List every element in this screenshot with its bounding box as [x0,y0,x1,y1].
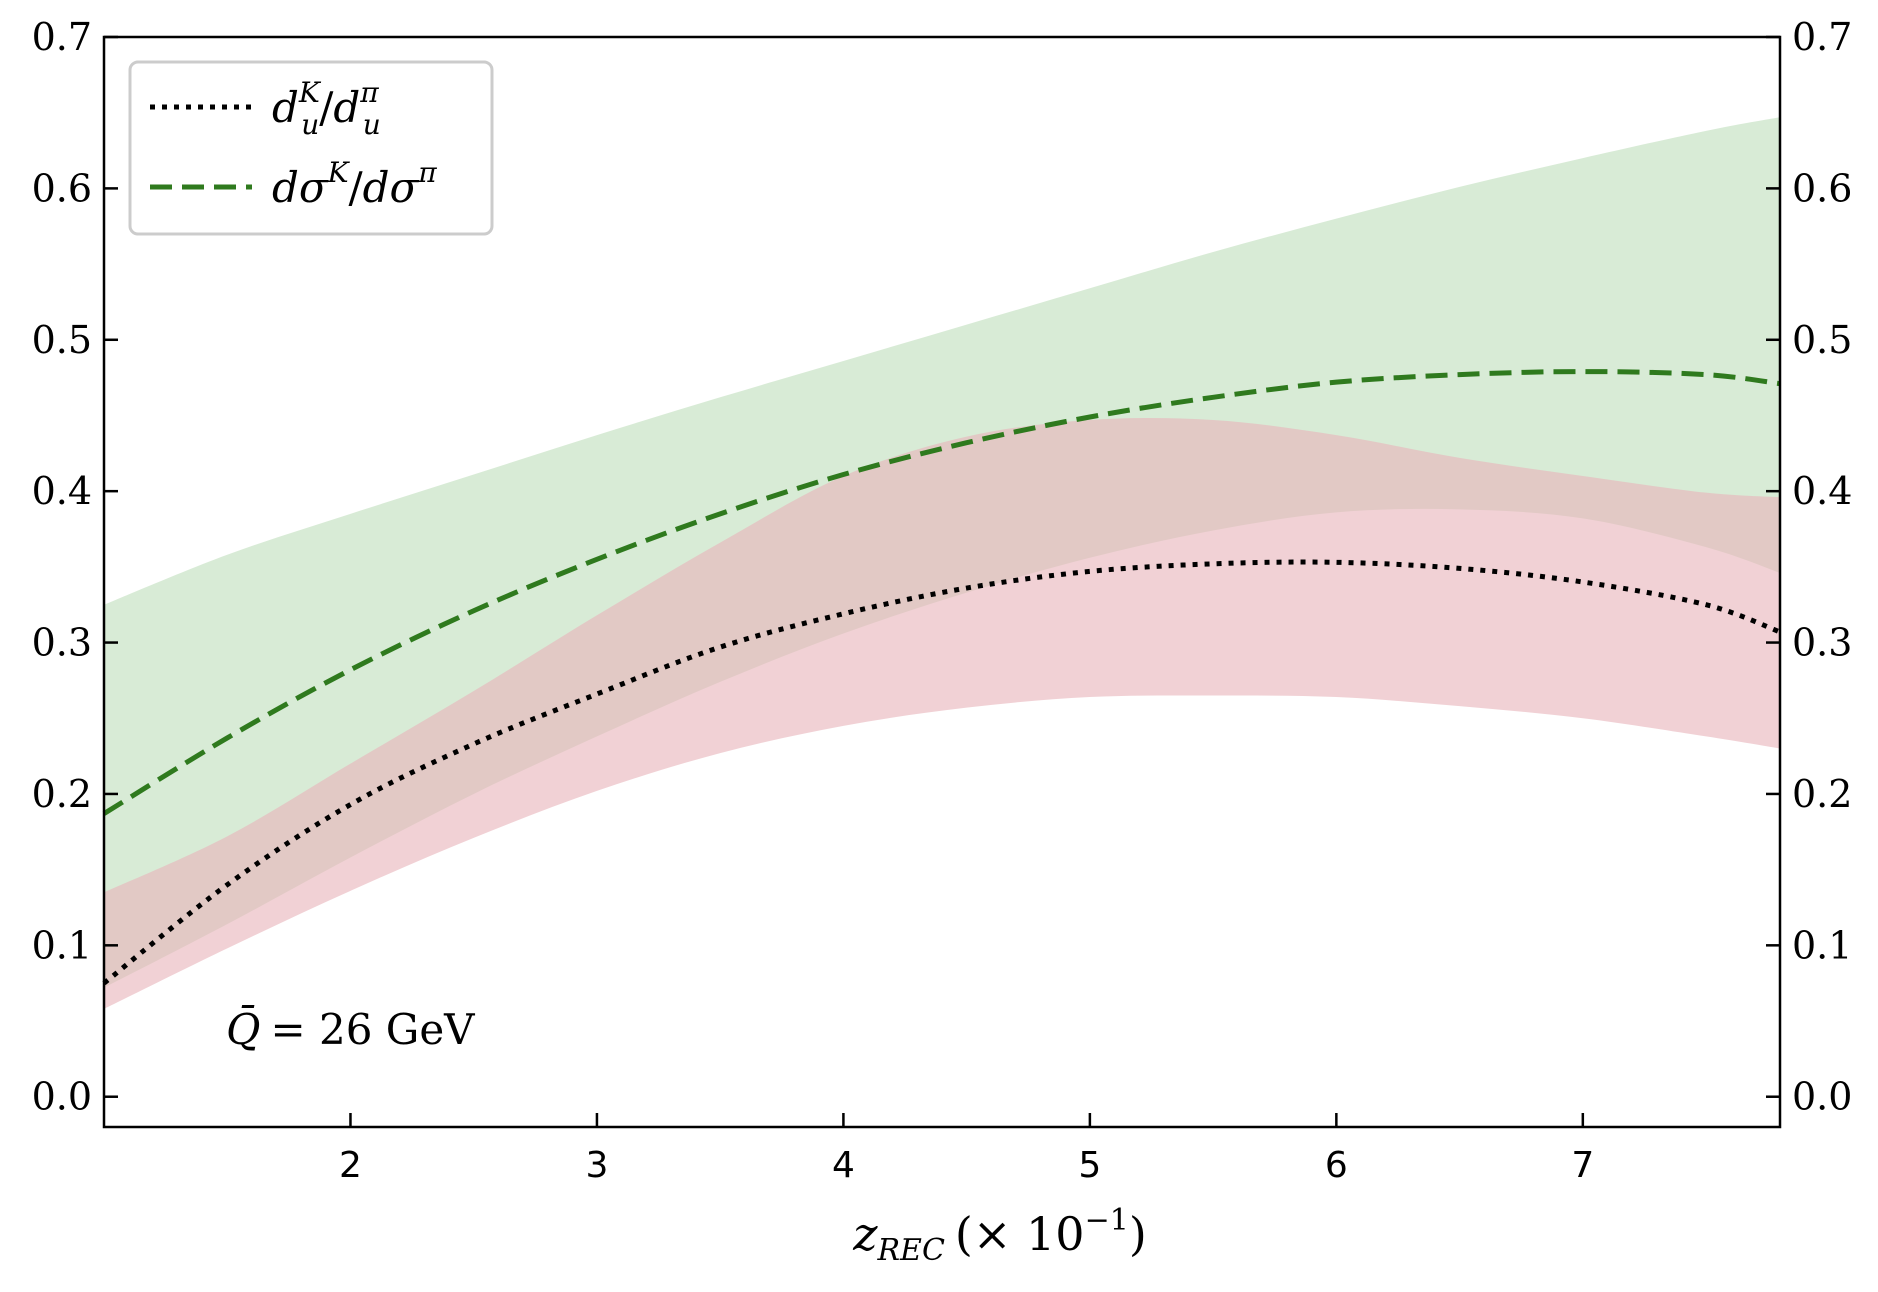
y-tick-label-right: 0.1 [1792,923,1852,967]
y-tick-label-left: 0.5 [32,318,92,362]
x-axis-label-exp: −1 [1085,1203,1129,1238]
legend: dK u/dπ u dσK/dσπ [128,60,494,236]
plot-frame [102,35,1782,1129]
x-tick-label: 5 [1078,1145,1101,1186]
y-tick-label-right: 0.0 [1792,1075,1852,1119]
y-tick-label-right: 0.6 [1792,166,1852,210]
y-tick-label-left: 0.1 [32,923,92,967]
x-tick-label: 2 [339,1145,362,1186]
y-tick-label-left: 0.7 [32,15,92,59]
x-axis-label-sub: REC [876,1233,944,1268]
y-tick-label-left: 0.4 [32,469,92,513]
y-tick-label-left: 0.0 [32,1075,92,1119]
x-axis-label-close: ) [1129,1207,1147,1261]
y-tick-label-left: 0.3 [32,621,92,665]
y-tick-label-right: 0.7 [1792,15,1852,59]
x-axis-label-var: z [852,1207,878,1261]
series-lines [102,369,1781,986]
line-dsigma-ratio [102,369,1781,816]
annotation-q-bar: Q̄ = 26 GeV [226,1003,475,1054]
x-tick-label: 4 [832,1145,855,1186]
axis-tick-labels: 2 3 4 5 6 7 0.0 0.0 0.1 0.1 0.2 0.2 0.3 0.3 0.4 0.4 0.5 0… [32,15,1853,1186]
x-tick-label: 3 [585,1145,608,1186]
x-axis-label-factor: (× 10 [955,1207,1085,1261]
y-tick-label-left: 0.2 [32,772,92,816]
uncertainty-bands [104,117,1780,1009]
y-tick-label-right: 0.3 [1792,621,1852,665]
x-tick-label: 7 [1571,1145,1594,1186]
legend-box [128,60,494,236]
y-tick-label-right: 0.4 [1792,469,1852,513]
band-du-ratio [104,418,1780,1009]
legend-label-dsigma-ratio: dσK/dσπ [272,156,437,212]
y-tick-label-right: 0.2 [1792,772,1852,816]
legend-label-du-ratio: dK u/dπ u [272,76,381,141]
axis-ticks [104,35,1780,1127]
y-tick-label-left: 0.6 [32,166,92,210]
x-axis-label: zREC (× 10−1) [852,1203,1147,1268]
y-tick-label-right: 0.5 [1792,318,1852,362]
x-tick-label: 6 [1325,1145,1348,1186]
